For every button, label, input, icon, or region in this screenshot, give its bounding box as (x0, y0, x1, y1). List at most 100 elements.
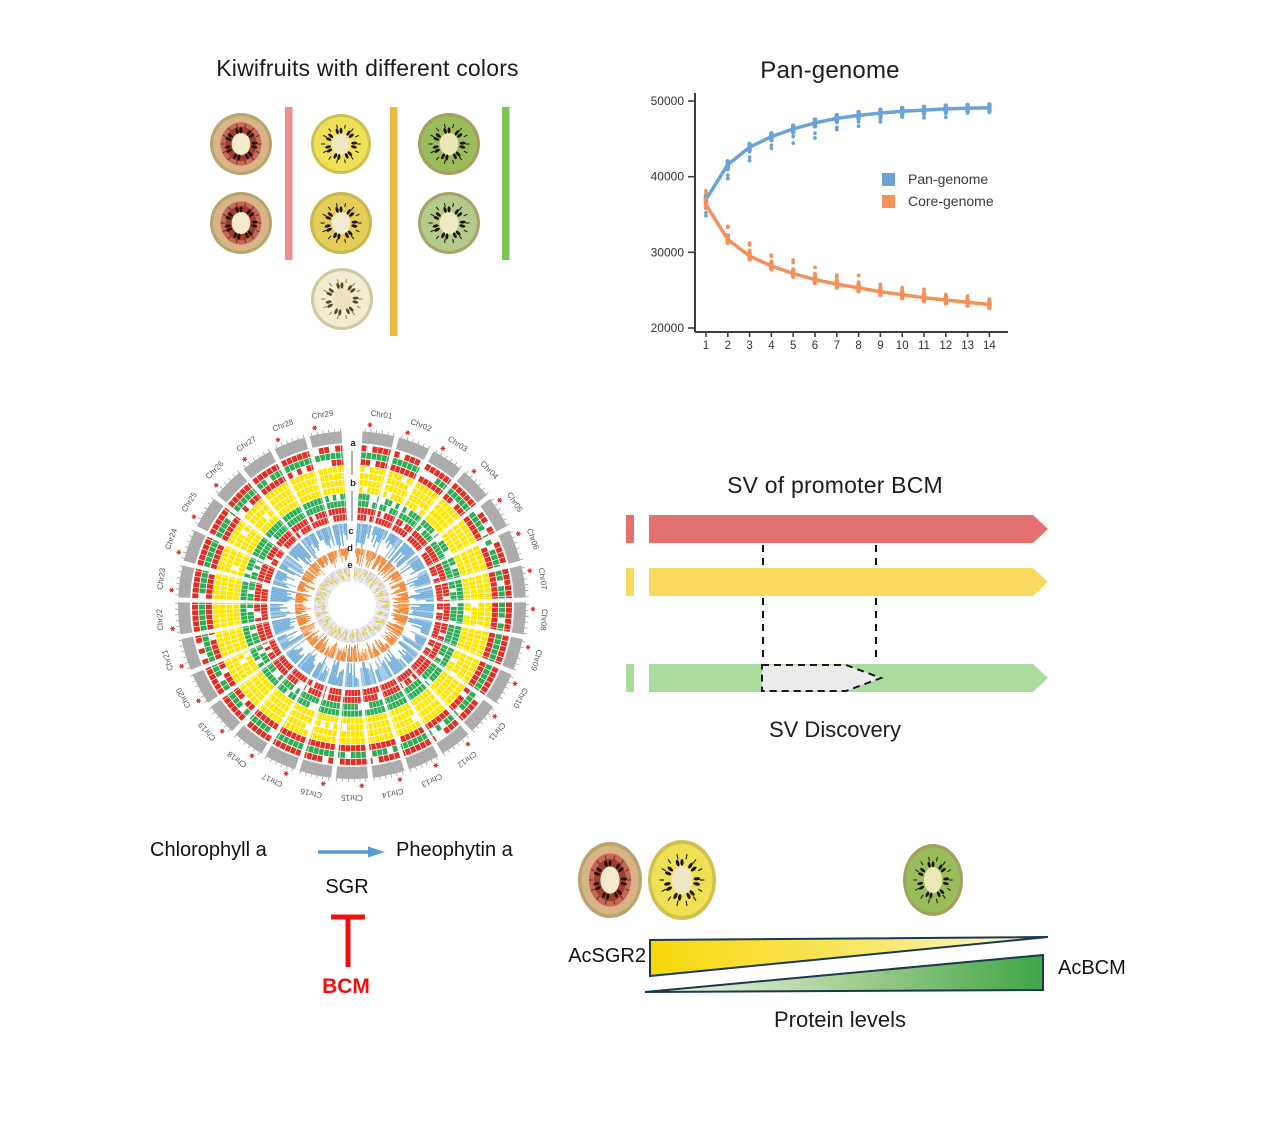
chromosome-Chr22: Chr22 (155, 602, 329, 635)
chromosome-Chr19: Chr19 (196, 619, 336, 743)
chromosome-label: Chr10 (511, 686, 530, 710)
chromosome-Chr14: Chr14 (354, 627, 405, 800)
kiwi-red-1 (210, 113, 272, 175)
x-tick-label: 10 (896, 340, 909, 352)
yellow-haplotype-track (626, 568, 1048, 596)
chromosome-label: Chr18 (225, 749, 248, 770)
green-group-bar (502, 107, 510, 260)
chromosome-label: Chr01 (370, 409, 393, 421)
red-haplotype-track (626, 515, 1048, 543)
chromosome-Chr13: Chr13 (359, 625, 444, 789)
chromosome-label: Chr14 (381, 786, 405, 800)
chromosome-label: Chr15 (341, 793, 363, 802)
sv-discovery-caption: SV Discovery (768, 717, 902, 742)
red-haplotype-gene-arrow (649, 515, 1048, 543)
chromosome-Chr20: Chr20 (174, 614, 333, 710)
pathway-substrate-label: Chlorophyll a (150, 839, 267, 861)
pathway-product-label: Pheophytin a (396, 839, 513, 861)
x-tick-label: 6 (812, 340, 818, 352)
sgr2-gradient-triangle (649, 936, 1049, 978)
pathway-inhibitor-label: BCM (322, 975, 370, 998)
chromosome-Chr23: Chr23 (155, 565, 329, 604)
svg-text:d: d (347, 543, 353, 554)
kiwi-green-1 (418, 113, 480, 175)
kiwi-yellow-1 (311, 114, 371, 174)
legend-swatch (882, 195, 895, 208)
green-haplotype-stub (626, 664, 634, 692)
reaction-arrow-icon (318, 846, 385, 858)
chromosome-label: Chr12 (455, 749, 478, 770)
acsgr2-label: AcSGR2 (568, 945, 646, 967)
protein-levels-caption: Protein levels (773, 1007, 907, 1032)
chromosome-label: Chr28 (271, 417, 295, 433)
kiwi-green-small (903, 844, 963, 916)
x-tick-label: 3 (746, 340, 752, 352)
chromosome-Chr05: Chr05 (371, 491, 525, 595)
x-tick-label: 7 (834, 340, 840, 352)
chromosome-Chr08: Chr08 (375, 602, 550, 635)
chromosome-Chr07: Chr07 (375, 565, 549, 604)
chromosome-label: Chr08 (539, 609, 550, 632)
yellow-group-bar (390, 107, 398, 336)
x-tick-label: 2 (725, 340, 731, 352)
chromosome-label: Chr02 (409, 417, 433, 433)
series-pan-genome (703, 102, 992, 218)
x-tick-label: 1 (703, 340, 709, 352)
chromosome-label: Chr25 (180, 490, 200, 514)
chromosome-Chr04: Chr04 (367, 459, 501, 590)
x-tick-label: 11 (918, 340, 930, 352)
chromosome-label: Chr24 (163, 527, 179, 551)
chromosome-label: Chr09 (529, 648, 544, 672)
chromosome-label: Chr16 (299, 786, 323, 800)
chromosome-label: Chr05 (505, 491, 525, 515)
chromosome-Chr06: Chr06 (373, 527, 541, 599)
svg-text:a: a (350, 438, 356, 449)
chromosome-label: Chr03 (446, 434, 470, 454)
chromosome-Chr15: Chr15 (335, 628, 369, 802)
yellow-haplotype-gene-arrow (649, 568, 1048, 596)
kiwi-yellow-2 (310, 192, 372, 254)
chromosome-label: Chr17 (260, 771, 284, 788)
sv-panel-title: SV of promoter BCM (727, 472, 943, 498)
chart-legend: Pan-genome Core-genome (882, 171, 994, 209)
x-tick-label: 12 (939, 340, 952, 352)
svg-text:b: b (350, 478, 356, 489)
x-tick-label: 8 (855, 340, 861, 352)
y-tick-label: 40000 (651, 170, 685, 184)
chromosome-Chr16: Chr16 (299, 627, 350, 800)
kiwi-pale (311, 268, 373, 330)
bcm-gradient-triangle (644, 953, 1044, 993)
chromosome-Chr01: Chr01 (353, 409, 395, 582)
kiwi-red-small (578, 842, 642, 918)
y-tick-label: 30000 (651, 245, 685, 259)
inhibition-tbar-icon (331, 914, 365, 967)
yellow-haplotype-stub (626, 568, 634, 596)
x-tick-label: 14 (983, 340, 996, 352)
red-group-bar (285, 107, 293, 260)
track-letter-labels: a b cde (347, 438, 356, 571)
x-tick-label: 13 (961, 340, 974, 352)
kiwi-green-2 (418, 192, 480, 254)
legend-label: Core-genome (908, 193, 994, 209)
chromosome-Chr18: Chr18 (225, 622, 340, 770)
chromosome-label: Chr23 (155, 567, 167, 590)
kiwifruit-panel-title: Kiwifruits with different colors (216, 55, 519, 81)
kiwi-red-2 (210, 192, 272, 254)
chromosome-label: Chr13 (419, 772, 443, 789)
y-tick-label: 20000 (651, 321, 685, 335)
chromosome-label: Chr04 (478, 459, 500, 481)
y-tick-label: 50000 (651, 94, 685, 108)
svg-text:c: c (348, 526, 353, 537)
chromosome-label: Chr07 (537, 567, 549, 590)
chromosome-label: Chr22 (155, 608, 166, 631)
chromosome-Chr11: Chr11 (368, 618, 507, 743)
sv-haplotype-diagram (626, 515, 1048, 692)
kiwifruit-cross-sections (210, 107, 510, 336)
x-tick-label: 4 (768, 340, 775, 352)
x-tick-label: 9 (877, 340, 883, 352)
sv-insertion-region (761, 664, 884, 692)
